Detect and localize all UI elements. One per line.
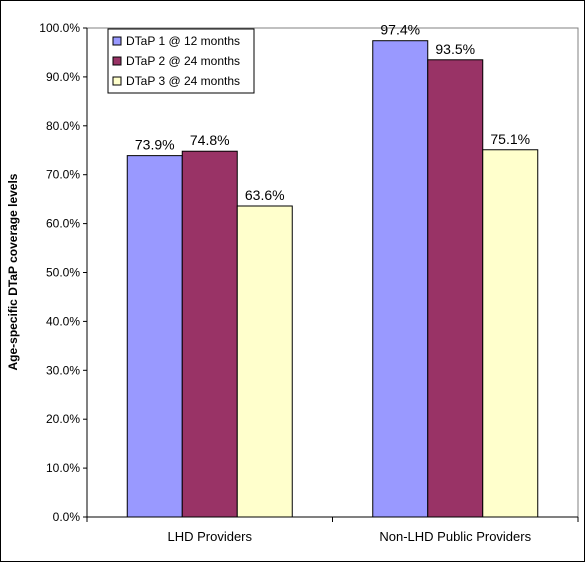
legend-box	[107, 28, 255, 94]
legend: DTaP 1 @ 12 months DTaP 2 @ 24 months DTaP…	[107, 28, 255, 94]
y-tick-label: 60.0%	[46, 217, 80, 231]
x-tick-label: Non-LHD Public Providers	[379, 529, 531, 544]
bar	[181, 150, 238, 518]
y-tick-label: 90.0%	[46, 70, 80, 84]
plot-area: 0.0% 10.0% 20.0% 30.0% 40.0% 50.0% 60.0% 70.0% 8…	[39, 21, 579, 544]
bar	[372, 40, 429, 518]
y-axis-label: Age-specific DTaP coverage levels	[6, 173, 20, 370]
y-tick-label: 80.0%	[46, 119, 80, 133]
legend-item-label: DTaP 3 @ 24 months	[126, 74, 240, 88]
y-tick-label: 30.0%	[46, 363, 80, 377]
y-tick-label: 70.0%	[46, 168, 80, 182]
data-label: 63.6%	[245, 187, 285, 203]
data-label: 73.9%	[135, 137, 175, 153]
bar	[427, 59, 484, 518]
y-tick-label: 50.0%	[46, 266, 80, 280]
legend-swatch	[112, 76, 122, 86]
bar	[482, 149, 539, 518]
x-tick-label: LHD Providers	[167, 529, 252, 544]
y-tick-label: 10.0%	[46, 461, 80, 475]
data-label: 75.1%	[490, 131, 530, 147]
data-label: 97.4%	[380, 22, 420, 38]
data-label: 74.8%	[190, 132, 230, 148]
legend-item-label: DTaP 2 @ 24 months	[126, 54, 240, 68]
bar	[236, 205, 293, 518]
legend-item-label: DTaP 1 @ 12 months	[126, 34, 240, 48]
legend-swatch	[112, 56, 122, 66]
y-tick-label: 100.0%	[39, 21, 80, 35]
y-tick-label: 20.0%	[46, 412, 80, 426]
legend-swatch	[112, 36, 122, 46]
y-tick-label: 40.0%	[46, 314, 80, 328]
data-label: 93.5%	[435, 41, 475, 57]
y-tick-label: 0.0%	[53, 510, 81, 524]
bar	[126, 155, 183, 518]
